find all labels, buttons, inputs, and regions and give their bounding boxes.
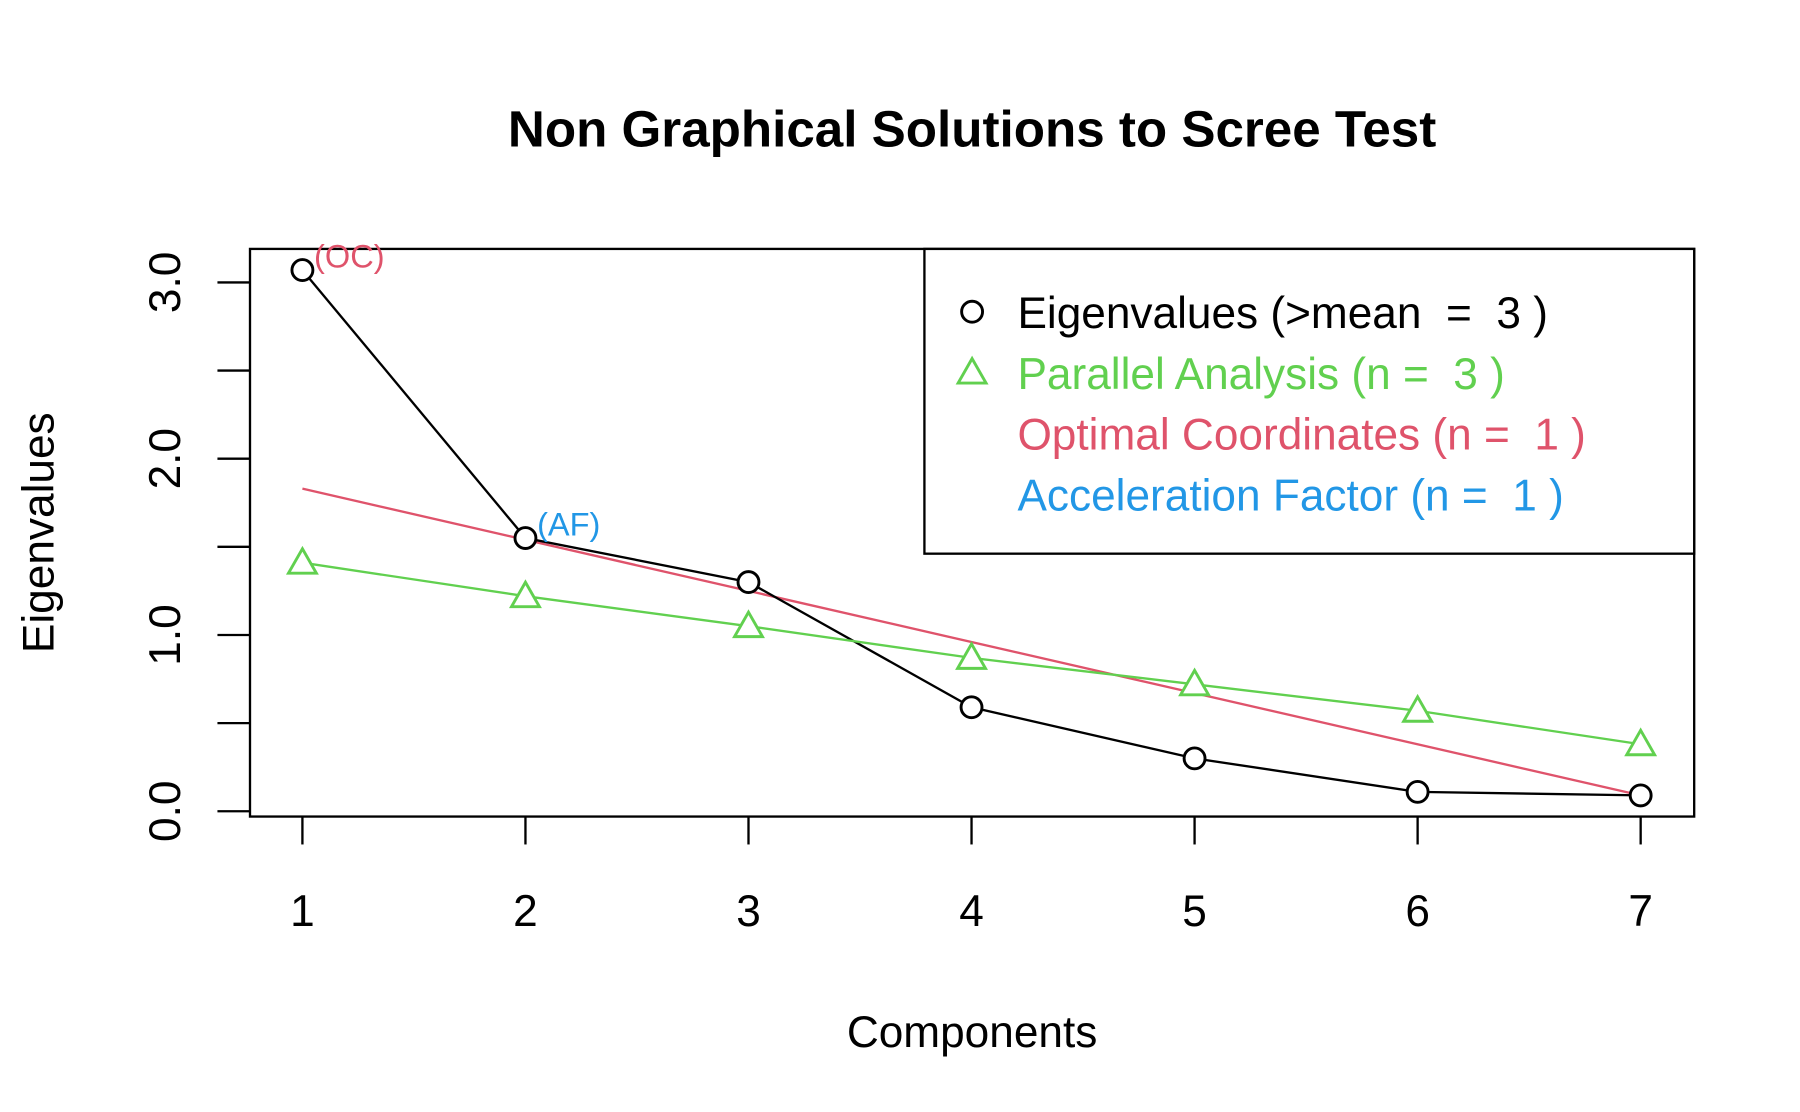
data-point (285, 545, 319, 575)
data-point (1624, 727, 1658, 757)
legend-marker (960, 299, 985, 324)
data-point (290, 258, 315, 282)
x-tick-label: 6 (1405, 887, 1430, 936)
data-point (1178, 667, 1212, 697)
y-tick-label: 3.0 (141, 252, 190, 313)
data-point (736, 570, 761, 595)
x-tick-label: 3 (736, 887, 761, 936)
data-point (959, 695, 984, 720)
legend-label: Eigenvalues (>mean = 3 ) (1017, 289, 1547, 338)
legend-label: Optimal Coordinates (n = 1 ) (1017, 411, 1585, 460)
y-tick-label: 0.0 (141, 781, 190, 842)
data-point (732, 609, 765, 639)
y-tick-label: 1.0 (141, 604, 190, 665)
legend-marker (955, 355, 989, 385)
data-point (513, 526, 538, 550)
x-tick-label: 5 (1182, 887, 1207, 936)
data-point (1401, 693, 1435, 723)
x-tick-label: 7 (1628, 887, 1653, 936)
data-point (1628, 783, 1653, 808)
legend-box (923, 247, 1696, 555)
chart-title: Non Graphical Solutions to Scree Test (508, 101, 1436, 158)
data-point (1182, 746, 1207, 771)
data-point (955, 641, 988, 670)
legend-label: Acceleration Factor (n = 1 ) (1017, 472, 1563, 521)
x-tick-label: 1 (290, 887, 315, 936)
annotation: (AF) (537, 507, 600, 543)
x-tick-label: 2 (513, 887, 538, 936)
legend-label: Parallel Analysis (n = 3 ) (1017, 350, 1504, 399)
data-point (1405, 779, 1430, 804)
data-point (508, 579, 542, 609)
x-tick-label: 4 (959, 887, 984, 936)
annotation: (OC) (314, 239, 384, 275)
x-axis-label: Components (847, 1008, 1098, 1057)
y-tick-label: 2.0 (141, 428, 190, 489)
y-axis-label: Eigenvalues (14, 412, 63, 653)
